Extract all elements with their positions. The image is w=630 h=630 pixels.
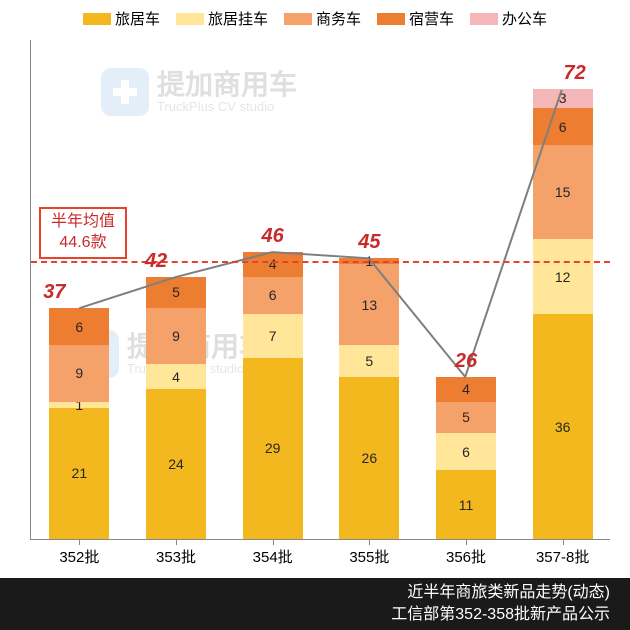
bar-segment: 15 (533, 145, 593, 239)
x-axis-label: 357-8批 (536, 546, 589, 567)
bar-segment: 7 (243, 314, 303, 358)
caption-line1: 近半年商旅类新品走势(动态) (407, 582, 610, 604)
legend-swatch (83, 13, 111, 25)
legend-label: 旅居挂车 (208, 8, 268, 29)
legend: 旅居车 旅居挂车 商务车 宿营车 办公车 (0, 0, 630, 33)
legend-label: 商务车 (316, 8, 361, 29)
avg-box-line2: 44.6款 (51, 233, 115, 254)
bar-segment: 11 (436, 470, 496, 539)
legend-label: 办公车 (502, 8, 547, 29)
avg-box-line1: 半年均值 (51, 212, 115, 233)
legend-item: 宿营车 (377, 8, 454, 29)
caption-bar: 近半年商旅类新品走势(动态) 工信部第352-358批新产品公示 (0, 578, 630, 630)
bar-segment: 9 (49, 345, 109, 401)
caption-line2: 工信部第352-358批新产品公示 (391, 604, 610, 626)
totals-line (31, 40, 610, 539)
total-label: 45 (358, 231, 380, 254)
total-label: 46 (262, 225, 284, 248)
bar-segment: 5 (339, 345, 399, 376)
legend-item: 旅居挂车 (176, 8, 268, 29)
legend-item: 旅居车 (83, 8, 160, 29)
legend-item: 商务车 (284, 8, 361, 29)
legend-swatch (176, 13, 204, 25)
bar-segment: 6 (533, 108, 593, 146)
x-axis-label: 355批 (349, 546, 389, 567)
bar-segment: 9 (146, 308, 206, 364)
bar-segment: 5 (146, 277, 206, 308)
bar-segment: 6 (243, 277, 303, 315)
bar-segment: 6 (436, 433, 496, 471)
x-axis-label: 352批 (59, 546, 99, 567)
x-axis-label: 354批 (253, 546, 293, 567)
legend-swatch (284, 13, 312, 25)
bar-segment: 26 (339, 377, 399, 540)
bar-segment: 21 (49, 408, 109, 539)
total-label: 72 (564, 62, 586, 85)
legend-swatch (377, 13, 405, 25)
bar-segment: 13 (339, 264, 399, 345)
bar-segment: 4 (436, 377, 496, 402)
legend-item: 办公车 (470, 8, 547, 29)
avg-line (31, 261, 610, 263)
watermark-top: 提加商用车TruckPlus CV studio (101, 68, 297, 116)
bar-segment: 1 (49, 402, 109, 408)
bar-segment: 12 (533, 239, 593, 314)
bar-segment: 3 (533, 89, 593, 108)
legend-swatch (470, 13, 498, 25)
bar-segment: 5 (436, 402, 496, 433)
bar-segment: 4 (146, 364, 206, 389)
bar-segment: 36 (533, 314, 593, 539)
x-axis-label: 356批 (446, 546, 486, 567)
bar-segment: 24 (146, 389, 206, 539)
bar-segment: 29 (243, 358, 303, 539)
plot-area: 提加商用车TruckPlus CV studio 提加商用车TruckPlus … (30, 40, 610, 540)
bar-segment: 6 (49, 308, 109, 346)
total-label: 37 (43, 281, 65, 304)
x-axis-label: 353批 (156, 546, 196, 567)
bar-segment: 4 (243, 252, 303, 277)
total-label: 26 (455, 350, 477, 373)
legend-label: 宿营车 (409, 8, 454, 29)
avg-box: 半年均值 44.6款 (39, 207, 127, 259)
total-label: 42 (145, 250, 167, 273)
legend-label: 旅居车 (115, 8, 160, 29)
